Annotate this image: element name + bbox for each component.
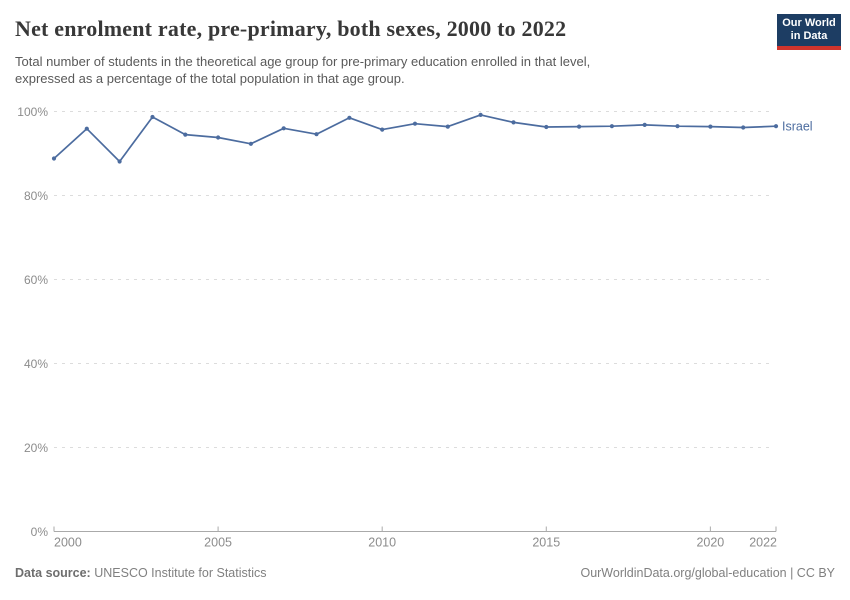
page-title: Net enrolment rate, pre-primary, both se…	[15, 16, 567, 41]
x-tick-label: 2000	[54, 536, 82, 550]
data-point	[577, 124, 582, 129]
x-tick-label: 2010	[368, 536, 396, 550]
x-tick-label: 2020	[696, 536, 724, 550]
data-point	[708, 124, 713, 129]
data-point	[281, 126, 286, 131]
data-point	[412, 121, 418, 126]
data-point	[183, 132, 188, 137]
data-point	[216, 135, 221, 140]
y-tick-label: 100%	[17, 105, 48, 119]
owid-logo: Our World in Data	[777, 14, 841, 50]
subtitle-line-2: expressed as a percentage of the total p…	[15, 71, 405, 86]
data-source-label: Data source:	[15, 566, 91, 580]
subtitle-line-1: Total number of students in the theoreti…	[15, 54, 591, 69]
data-point	[117, 159, 122, 164]
owid-logo-line-1: Our World	[782, 17, 836, 29]
data-point	[380, 127, 385, 132]
data-point	[347, 115, 352, 120]
owid-logo-line-2: in Data	[790, 29, 828, 42]
data-point	[675, 124, 680, 129]
y-tick-label: 0%	[31, 525, 49, 539]
data-source-value: UNESCO Institute for Statistics	[94, 566, 267, 580]
data-point	[478, 112, 483, 117]
data-point	[609, 124, 615, 129]
data-point	[741, 125, 746, 130]
y-tick-label: 40%	[24, 357, 48, 371]
data-point	[314, 132, 319, 137]
data-point	[642, 122, 647, 127]
data-point	[51, 156, 57, 161]
x-tick-label: 2022	[749, 536, 777, 550]
y-tick-label: 60%	[24, 273, 48, 287]
data-point	[150, 114, 155, 120]
data-point	[544, 124, 549, 130]
data-point	[445, 124, 450, 129]
chart-footer: Data source: UNESCO Institute for Statis…	[0, 566, 850, 580]
y-tick-label: 20%	[24, 441, 48, 455]
page-subtitle: Total number of students in the theoreti…	[15, 53, 715, 87]
y-tick-label: 80%	[24, 189, 48, 203]
data-point	[773, 124, 779, 129]
x-tick-label: 2005	[204, 536, 232, 550]
data-point	[84, 126, 89, 131]
data-point	[248, 141, 253, 146]
series-end-label: Israel	[782, 120, 813, 134]
attribution-text: OurWorldinData.org/global-education | CC…	[580, 566, 835, 580]
data-point	[511, 120, 516, 125]
data-source: Data source: UNESCO Institute for Statis…	[15, 566, 267, 580]
x-tick-label: 2015	[532, 536, 560, 550]
